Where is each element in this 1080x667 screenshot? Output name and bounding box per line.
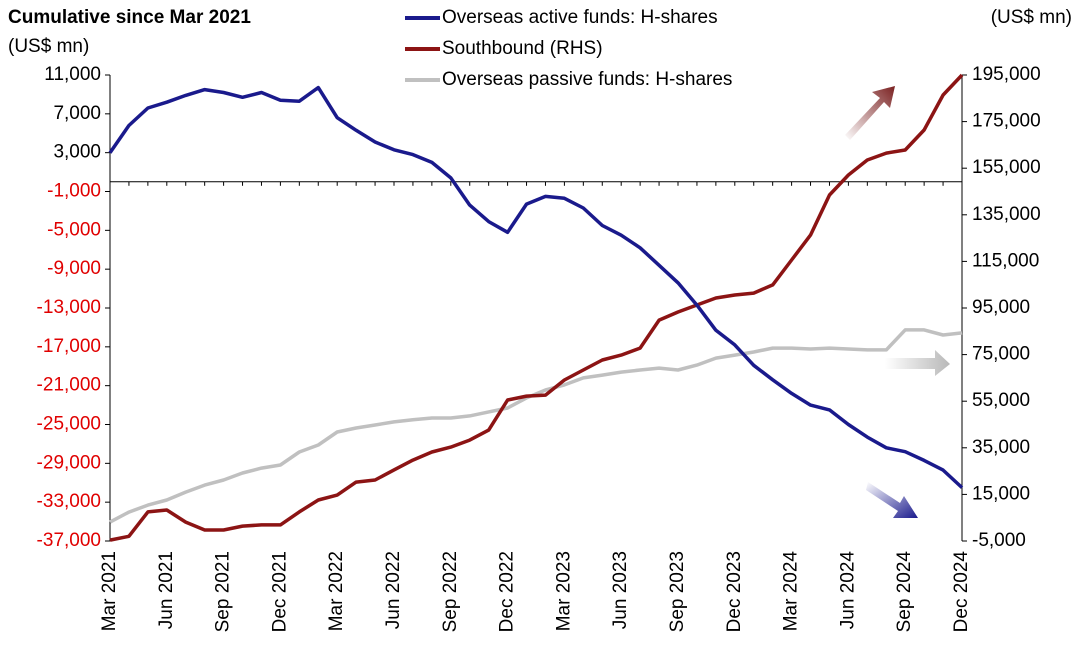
y-tick-label: 7,000 — [53, 103, 101, 124]
x-tick-label: Jun 2022 — [383, 551, 404, 629]
y2-tick-label: 155,000 — [972, 157, 1041, 178]
y-tick-label: -1,000 — [47, 181, 101, 202]
arrow-down — [866, 482, 918, 518]
y2-tick-label: 135,000 — [972, 204, 1041, 225]
y2-tick-label: 115,000 — [972, 250, 1039, 271]
y2-tick-label: 195,000 — [972, 64, 1041, 85]
legend-label: Overseas active funds: H-shares — [442, 7, 718, 28]
x-tick-label: Jun 2021 — [156, 551, 177, 629]
x-tick-label: Mar 2022 — [326, 551, 347, 631]
y-tick-label: -5,000 — [47, 219, 101, 240]
arrow-up — [845, 86, 895, 140]
y-tick-label: 3,000 — [53, 142, 101, 163]
x-tick-label: Sep 2021 — [213, 551, 234, 632]
y2-tick-label: 95,000 — [972, 297, 1030, 318]
x-tick-label: Mar 2021 — [99, 551, 120, 631]
arrow-right — [885, 350, 950, 376]
y-tick-label: -37,000 — [37, 530, 101, 551]
x-tick-label: Mar 2024 — [781, 551, 802, 632]
series-line — [109, 73, 964, 542]
legend-label: Overseas passive funds: H-shares — [442, 69, 732, 90]
y2-tick-label: -5,000 — [972, 530, 1026, 551]
x-tick-label: Sep 2023 — [667, 551, 688, 632]
y2-tick-label: 75,000 — [972, 344, 1030, 365]
legend-label: Southbound (RHS) — [442, 38, 603, 59]
series-line — [109, 328, 963, 524]
series-line — [108, 85, 964, 489]
x-tick-label: Dec 2021 — [269, 551, 290, 632]
x-tick-label: Sep 2022 — [440, 551, 461, 632]
y-tick-label: 11,000 — [44, 64, 101, 85]
y-tick-label: -13,000 — [37, 297, 101, 318]
y2-axis-label: (US$ mn) — [991, 7, 1072, 28]
x-tick-label: Sep 2024 — [894, 551, 915, 633]
chart-title: Cumulative since Mar 2021 — [8, 7, 251, 28]
y2-tick-label: 175,000 — [972, 111, 1041, 132]
y-tick-label: -17,000 — [37, 336, 101, 357]
y-tick-label: -33,000 — [37, 491, 101, 512]
x-tick-label: Jun 2023 — [610, 551, 631, 629]
y-tick-label: -9,000 — [47, 258, 101, 279]
y2-tick-label: 55,000 — [972, 390, 1030, 411]
y2-tick-label: 15,000 — [972, 483, 1030, 504]
x-tick-label: Dec 2022 — [497, 551, 518, 632]
y-tick-label: -21,000 — [37, 375, 101, 396]
x-tick-label: Dec 2023 — [724, 551, 745, 632]
y-tick-label: -29,000 — [37, 452, 101, 473]
x-tick-label: Mar 2023 — [553, 551, 574, 631]
y-axis-label: (US$ mn) — [8, 36, 89, 57]
x-tick-label: Jun 2024 — [837, 551, 858, 630]
y2-tick-label: 35,000 — [972, 437, 1030, 458]
y-tick-label: -25,000 — [37, 414, 101, 435]
x-tick-label: Dec 2024 — [951, 551, 972, 633]
